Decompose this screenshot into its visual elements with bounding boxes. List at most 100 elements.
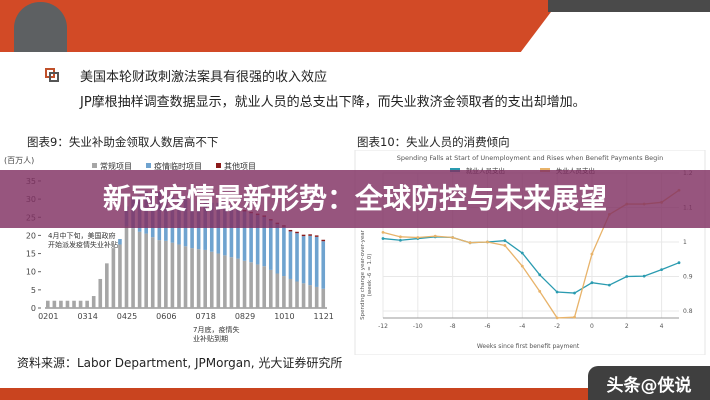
point-失业人员支出 bbox=[451, 236, 455, 239]
line-就业人员支出 bbox=[382, 236, 680, 294]
header-band bbox=[0, 0, 560, 52]
title-banner: 新冠疫情最新形势：全球防控与未来展望 bbox=[0, 170, 710, 228]
bar-常规项目 bbox=[105, 263, 109, 308]
bar-疫情临时项目 bbox=[118, 239, 122, 245]
point-就业人员支出 bbox=[625, 275, 629, 278]
y-tick-label: 15 bbox=[26, 250, 36, 259]
point-失业人员支出 bbox=[555, 316, 559, 320]
bar-常规项目 bbox=[282, 276, 286, 308]
y-tick-label: 0 bbox=[31, 304, 36, 313]
bar-其他项目 bbox=[301, 234, 306, 237]
point-就业人员支出 bbox=[573, 291, 576, 295]
bar-疫情临时项目 bbox=[242, 211, 247, 261]
bar-常规项目 bbox=[308, 285, 312, 308]
y-tick-label: 1 bbox=[683, 239, 687, 246]
bar-常规项目 bbox=[98, 278, 103, 308]
section-body: JP摩根抽样调查数据显示，就业人员的总支出下降，而失业救济金领取者的支出却增加。 bbox=[80, 95, 586, 110]
bar-常规项目 bbox=[295, 281, 299, 308]
bar-常规项目 bbox=[91, 296, 96, 308]
x-tick-label: -4 bbox=[519, 323, 525, 330]
bar-常规项目 bbox=[255, 264, 260, 308]
point-失业人员支出 bbox=[538, 289, 542, 293]
point-失业人员支出 bbox=[433, 234, 437, 238]
footer-band bbox=[0, 388, 710, 400]
point-就业人员支出 bbox=[399, 238, 402, 242]
bar-常规项目 bbox=[183, 246, 188, 308]
bar-常规项目 bbox=[52, 300, 57, 308]
x-tick-label: -6 bbox=[484, 323, 490, 330]
legend-label: 其他项目 bbox=[224, 161, 256, 171]
point-就业人员支出 bbox=[381, 237, 385, 240]
bar-常规项目 bbox=[262, 266, 267, 308]
y-tick-label: 0.9 bbox=[683, 274, 693, 281]
bar-疫情临时项目 bbox=[301, 236, 306, 284]
bar-疫情临时项目 bbox=[268, 220, 273, 270]
section-heading: 美国本轮财政刺激法案具有很强的收入效应 bbox=[80, 70, 328, 85]
x-tick-label: -2 bbox=[554, 323, 560, 330]
bar-其他项目 bbox=[314, 235, 319, 237]
y-tick-label: 10 bbox=[26, 268, 36, 277]
chart9-title: 图表9：失业补助金领取人数居高不下 bbox=[27, 135, 219, 149]
annotation-july-2: 业补贴到期 bbox=[193, 334, 228, 343]
y-tick-label: 5 bbox=[31, 286, 36, 295]
bar-常规项目 bbox=[144, 233, 148, 308]
bar-常规项目 bbox=[209, 251, 214, 308]
point-失业人员支出 bbox=[381, 230, 385, 234]
watermark: 头条@侠说 bbox=[588, 366, 710, 400]
bar-常规项目 bbox=[196, 249, 201, 308]
x-tick-label: -10 bbox=[413, 323, 423, 330]
bar-常规项目 bbox=[72, 300, 76, 308]
bar-常规项目 bbox=[164, 240, 168, 308]
point-失业人员支出 bbox=[486, 240, 489, 244]
y-tick-label: 20 bbox=[26, 231, 36, 240]
point-失业人员支出 bbox=[416, 236, 420, 239]
x-tick-label: -8 bbox=[450, 323, 456, 330]
bar-常规项目 bbox=[150, 237, 155, 308]
x-tick-label: 1121 bbox=[314, 312, 334, 321]
point-就业人员支出 bbox=[555, 290, 559, 294]
bar-常规项目 bbox=[177, 244, 181, 308]
bar-常规项目 bbox=[157, 240, 162, 308]
bar-疫情临时项目 bbox=[288, 231, 293, 279]
x-tick-label: 0425 bbox=[117, 312, 137, 321]
bar-疫情临时项目 bbox=[229, 206, 234, 258]
bar-疫情临时项目 bbox=[255, 215, 260, 265]
point-失业人员支出 bbox=[520, 264, 524, 268]
bar-疫情临时项目 bbox=[295, 233, 299, 282]
bar-其他项目 bbox=[295, 231, 299, 234]
bar-疫情临时项目 bbox=[308, 235, 312, 286]
x-tick-label: 0829 bbox=[235, 312, 255, 321]
bar-常规项目 bbox=[131, 228, 135, 308]
x-tick-label: 1010 bbox=[274, 312, 294, 321]
bar-常规项目 bbox=[229, 257, 234, 308]
bar-疫情临时项目 bbox=[275, 224, 280, 274]
bar-常规项目 bbox=[85, 300, 89, 308]
bar-常规项目 bbox=[249, 262, 253, 308]
bar-常规项目 bbox=[59, 300, 63, 308]
bar-常规项目 bbox=[314, 286, 319, 308]
legend-label: 常规项目 bbox=[100, 161, 132, 171]
bar-其他项目 bbox=[308, 234, 312, 236]
point-就业人员支出 bbox=[660, 268, 663, 271]
header-gray-strip bbox=[548, 0, 710, 12]
y-tick-label: 0.8 bbox=[683, 308, 693, 315]
unit-label: (百万人) bbox=[4, 156, 34, 165]
point-就业人员支出 bbox=[642, 274, 646, 278]
bar-疫情临时项目 bbox=[262, 216, 267, 267]
header-tab bbox=[14, 2, 67, 52]
bar-疫情临时项目 bbox=[216, 202, 221, 254]
annotation-july: 7月底，疫情失 bbox=[193, 325, 239, 334]
point-就业人员支出 bbox=[590, 281, 594, 285]
chart-subtitle: Spending Falls at Start of Unemployment … bbox=[397, 154, 664, 162]
bar-疫情临时项目 bbox=[223, 204, 227, 256]
bar-疫情临时项目 bbox=[249, 213, 253, 263]
bar-常规项目 bbox=[301, 283, 306, 308]
bar-常规项目 bbox=[275, 273, 280, 308]
x-tick-label: 0314 bbox=[77, 312, 97, 321]
bar-疫情临时项目 bbox=[314, 236, 319, 287]
x-tick-label: 0201 bbox=[38, 312, 58, 321]
bar-常规项目 bbox=[223, 255, 227, 308]
bar-常规项目 bbox=[46, 300, 50, 308]
banner-title: 新冠疫情最新形势：全球防控与未来展望 bbox=[102, 182, 607, 215]
annotation-april: 4月中下旬，美国政府 bbox=[48, 231, 115, 240]
